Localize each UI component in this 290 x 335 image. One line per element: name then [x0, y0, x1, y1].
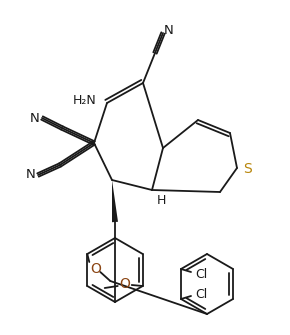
Text: N: N — [164, 23, 174, 37]
Text: O: O — [90, 262, 101, 276]
Text: Cl: Cl — [195, 287, 207, 300]
Text: O: O — [119, 277, 130, 291]
Text: N: N — [30, 112, 40, 125]
Text: Cl: Cl — [195, 268, 207, 280]
Text: H₂N: H₂N — [73, 93, 97, 107]
Text: H: H — [156, 194, 166, 206]
Polygon shape — [112, 180, 118, 222]
Text: N: N — [26, 169, 36, 182]
Text: S: S — [243, 162, 251, 176]
